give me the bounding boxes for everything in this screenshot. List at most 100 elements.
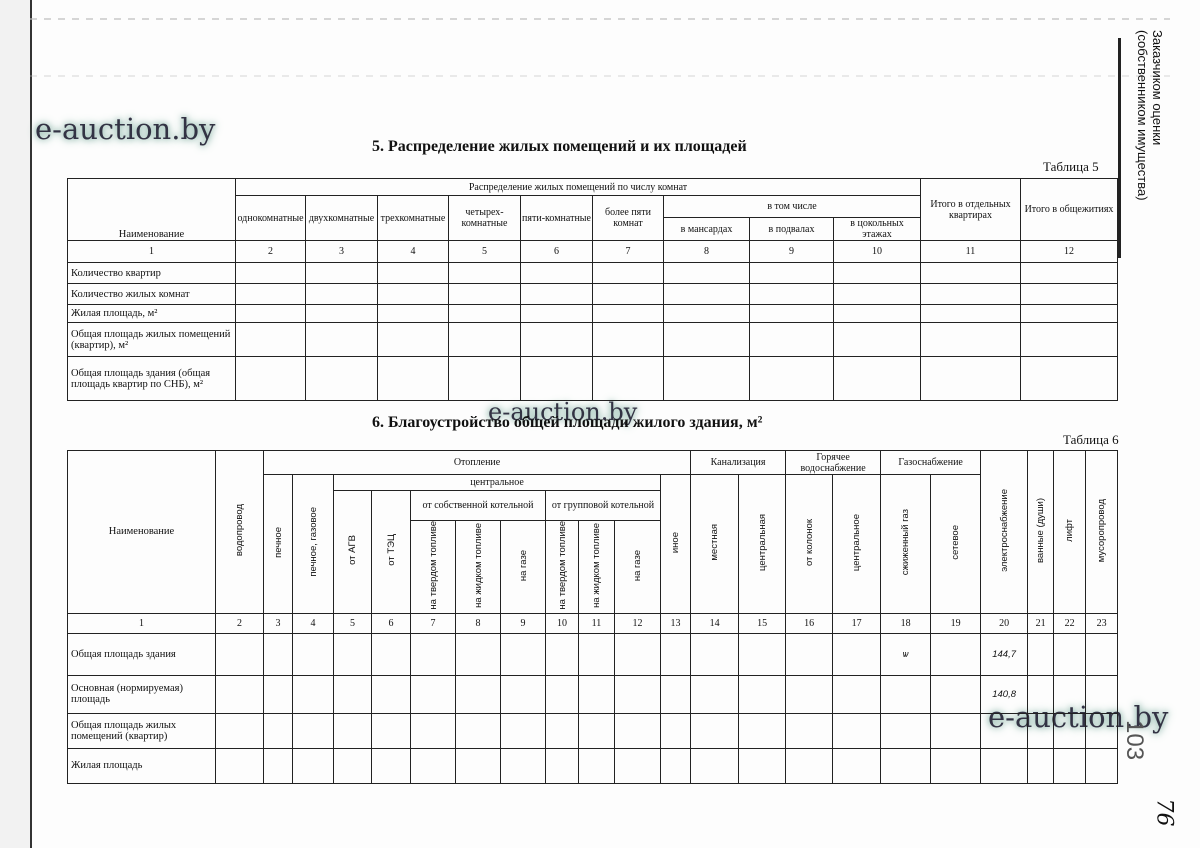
- table-cell: [614, 674, 661, 714]
- table-cell: [614, 712, 661, 749]
- table-cell: [263, 674, 293, 714]
- col-header: на твердом топливе: [556, 521, 568, 610]
- table-cell: [263, 747, 293, 784]
- table-cell: [690, 712, 740, 749]
- page-stamp: 103: [1121, 720, 1148, 761]
- side-divider: [1118, 38, 1121, 258]
- table-cell: [832, 632, 882, 676]
- column-number: 5: [448, 240, 521, 263]
- table-cell: [448, 322, 521, 357]
- table-cell: [980, 712, 1029, 749]
- table-cell: [410, 747, 456, 784]
- table-cell: [263, 632, 293, 676]
- col-header: от ТЭЦ: [385, 534, 397, 567]
- table-cell: [1053, 632, 1087, 676]
- table-cell: [663, 304, 750, 323]
- table-cell: [920, 262, 1021, 284]
- table-cell: [410, 712, 456, 749]
- column-number: 6: [371, 612, 411, 634]
- number-row: 1 2 3 4 5 6 7 8 9 10 11 12: [67, 240, 1118, 263]
- table-cell: [578, 747, 615, 784]
- col-header: в цокольных этажах: [833, 217, 921, 241]
- table-cell: [1085, 747, 1119, 784]
- table-cell: [545, 712, 579, 749]
- column-number: 4: [377, 240, 449, 263]
- group-group-boiler: от групповой котельной: [545, 490, 661, 521]
- table-cell: [520, 356, 593, 401]
- table-cell: [1020, 304, 1118, 323]
- table-row: Количество жилых комнат: [67, 283, 1118, 305]
- watermark: e-auction.by: [35, 112, 216, 146]
- col-header: четырех-комнатные: [448, 195, 521, 241]
- col-header: Итого в общежитиях: [1020, 178, 1118, 241]
- group-central: центральное: [333, 474, 661, 491]
- table-cell: [749, 356, 834, 401]
- table-cell: [1053, 674, 1087, 714]
- table-cell: [832, 674, 882, 714]
- table-cell: [1085, 674, 1119, 714]
- table-cell: [377, 322, 449, 357]
- col-header: от АГВ: [347, 535, 358, 566]
- table-cell: [785, 712, 834, 749]
- subgroup-header: в том числе: [663, 195, 921, 218]
- col-header: сетевое: [950, 524, 962, 560]
- table-cell: [377, 262, 449, 284]
- table-cell: [785, 747, 834, 784]
- col-header: Итого в отдельных квартирах: [920, 178, 1021, 241]
- table-cell: [749, 304, 834, 323]
- table-cell: [738, 632, 787, 676]
- table-cell: [920, 304, 1021, 323]
- table-cell: [333, 674, 372, 714]
- column-number: 16: [785, 612, 834, 634]
- table-cell: [1020, 283, 1118, 305]
- column-number: 2: [215, 612, 264, 634]
- table-row: Жилая площадь: [67, 747, 1119, 784]
- column-number: 6: [520, 240, 593, 263]
- table-cell: [448, 356, 521, 401]
- column-number: 3: [305, 240, 378, 263]
- table-row: Общая площадь жилых помещений (квартир): [67, 712, 1119, 749]
- table-cell: [738, 747, 787, 784]
- table-cell: [305, 262, 378, 284]
- table-cell: [377, 304, 449, 323]
- column-number: 20: [980, 612, 1029, 634]
- col-header: иное: [670, 531, 682, 553]
- table-row: Общая площадь жилых помещений (квартир),…: [67, 322, 1118, 357]
- table6-label: Таблица 6: [1063, 432, 1119, 447]
- table-cell: [663, 322, 750, 357]
- col-header: от колонок: [803, 518, 815, 566]
- scan-noise: [30, 18, 1170, 20]
- group-hot-water: Горячее водоснабжение: [785, 450, 882, 475]
- table-cell: [292, 674, 334, 714]
- number-row: 1 2 3 4 5 6 7 8 9 10 11 12 13 14 15 16 17 18 19 20 21 22 23: [67, 612, 1119, 634]
- row-label: Общая площадь жилых помещений (квартир),…: [67, 322, 236, 357]
- table-cell: [930, 712, 982, 749]
- scan-noise: [30, 75, 1170, 77]
- table-cell: [880, 674, 932, 714]
- table-cell: [235, 356, 306, 401]
- table-cell: [545, 632, 579, 676]
- group-header: Распределение жилых помещений по числу к…: [235, 178, 921, 196]
- table-cell: [785, 632, 834, 676]
- table-cell: [377, 356, 449, 401]
- table-cell: [235, 304, 306, 323]
- group-gas: Газоснабжение: [880, 450, 982, 475]
- table-cell: [578, 632, 615, 676]
- column-number: 4: [292, 612, 334, 634]
- electricity-value: 144,7: [992, 648, 1016, 660]
- table-cell: [659, 747, 692, 784]
- column-number: 12: [1020, 240, 1118, 263]
- table-row: Количество квартир: [67, 262, 1118, 284]
- column-number: 1: [67, 240, 236, 263]
- column-number: 15: [738, 612, 787, 634]
- col-header: печное, газовое: [307, 507, 319, 578]
- table-cell: [578, 712, 615, 749]
- table-cell: [215, 712, 264, 749]
- table-cell: [1020, 322, 1118, 357]
- electricity-value: 140,8: [992, 688, 1016, 700]
- table-cell: ѡ: [880, 632, 932, 676]
- watermark: e-auction.by: [488, 398, 638, 426]
- table-cell: [738, 674, 787, 714]
- scan-edge: [0, 0, 32, 848]
- col-header: на жидком топливе: [472, 522, 484, 608]
